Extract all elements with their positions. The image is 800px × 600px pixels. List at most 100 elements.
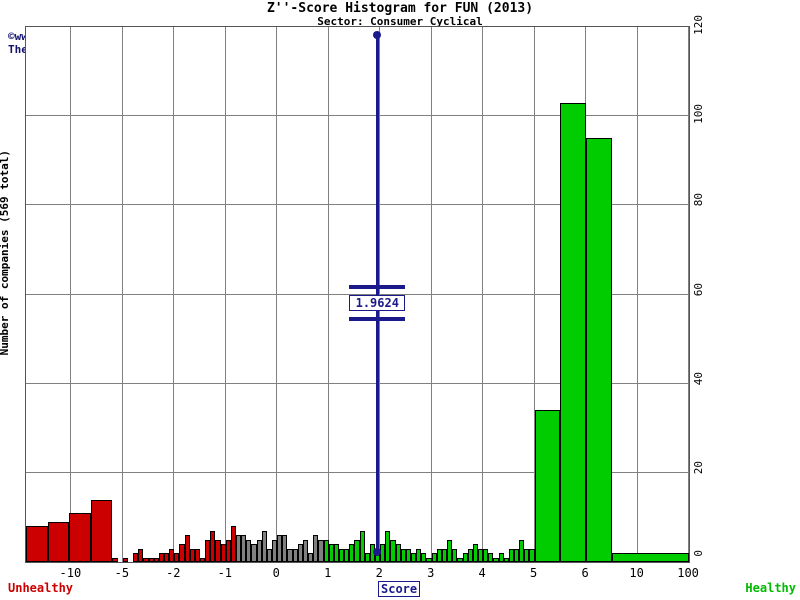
x-tick-label: 4 [478,566,486,580]
x-tick-label: -10 [59,566,82,580]
gridline-y-60 [26,293,689,295]
histogram-bar [122,557,128,562]
histogram-bar [189,548,195,562]
histogram-bar [483,548,489,562]
marker-cap-lower [349,317,406,321]
histogram-bar [349,544,355,562]
histogram-bar [313,535,319,562]
histogram-bar [400,548,406,562]
histogram-bar [158,553,164,562]
histogram-bar [323,539,329,562]
histogram-bar [112,557,118,562]
histogram-bar [266,548,273,562]
histogram-bar [318,539,324,562]
histogram-bar [390,539,396,562]
histogram-bar [493,557,499,562]
histogram-bar [328,544,334,562]
histogram-bar [411,553,417,562]
histogram-bar [153,557,159,562]
histogram-bar [194,548,200,562]
gridline-x-10 [636,27,638,562]
histogram-bar [472,544,478,562]
marker-dot-top [373,31,382,39]
x-tick-label: 6 [581,566,589,580]
histogram-bar [236,535,242,562]
x-tick-label: 10 [629,566,644,580]
x-tick-label: 0 [272,566,280,580]
histogram-bar [534,410,561,562]
gridline-x-0 [276,27,278,562]
y-tick-label: 0 [692,550,705,557]
histogram-bar [292,548,298,562]
histogram-bar [282,535,288,562]
y-tick-label: 20 [692,460,705,475]
histogram-bar [143,557,149,562]
histogram-bar [210,530,216,562]
histogram-bar [560,102,587,562]
histogram-bars [26,27,689,562]
plot-area: 1.9624 [25,26,690,563]
histogram-bar [174,553,180,562]
histogram-bar [333,544,339,562]
histogram-bar [133,553,139,562]
histogram-bar [26,526,48,562]
histogram-bar [467,548,473,562]
histogram-bar [364,553,370,562]
x-tick-label: 5 [530,566,538,580]
histogram-bar [308,553,314,562]
histogram-bar [179,544,185,562]
marker-value-label: 1.9624 [349,295,406,311]
x-tick-label: 3 [427,566,435,580]
histogram-bar [488,553,494,562]
histogram-bar [457,557,463,562]
histogram-bar [436,548,442,562]
y-tick-label: 120 [692,15,705,35]
y-tick-label: 100 [692,104,705,125]
y-tick-label: 80 [692,193,705,207]
histogram-bar [272,539,278,562]
histogram-bar [354,539,360,562]
gridline-x-5 [533,27,535,562]
histogram-bar [426,557,432,562]
histogram-bar [338,548,345,562]
gridline-x-3 [430,27,432,562]
histogram-bar [498,553,504,562]
histogram-bar [184,535,190,562]
histogram-bar [513,548,520,562]
histogram-bar [230,526,236,562]
x-tick-label: -5 [114,566,130,580]
histogram-bar [503,557,509,562]
histogram-bar [297,544,303,562]
gridline-x--2 [173,27,175,562]
x-tick-label: -1 [217,566,233,580]
histogram-bar [47,521,70,562]
chart-subtitle: Sector: Consumer Cyclical [317,15,483,28]
histogram-bar [261,530,267,562]
gridline-y-40 [26,382,689,384]
gridline-x-4 [482,27,484,562]
histogram-bar [169,548,175,562]
histogram-bar [431,553,437,562]
histogram-bar [519,539,525,562]
healthy-label: Healthy [745,581,796,595]
histogram-bar [421,553,427,562]
gridline-x-2 [379,27,381,562]
histogram-bar [241,535,247,562]
histogram-bar [359,530,365,562]
x-tick-label: 100 [677,566,699,580]
histogram-bar [90,499,113,562]
x-tick-label: 1 [324,566,332,580]
histogram-bar [529,548,535,562]
histogram-bar [199,557,206,562]
histogram-bar [344,548,350,562]
x-tick-label: 2 [375,566,383,580]
histogram-bar [524,548,530,562]
histogram-bar [405,548,412,562]
histogram-bar [69,512,91,562]
gridline-y-80 [26,204,689,206]
histogram-bar [287,548,293,562]
histogram-bar [277,535,283,562]
y-axis-title: Number of companies (569 total) [0,150,11,356]
chart-title: Z''-Score Histogram for FUN (2013) [266,1,534,16]
